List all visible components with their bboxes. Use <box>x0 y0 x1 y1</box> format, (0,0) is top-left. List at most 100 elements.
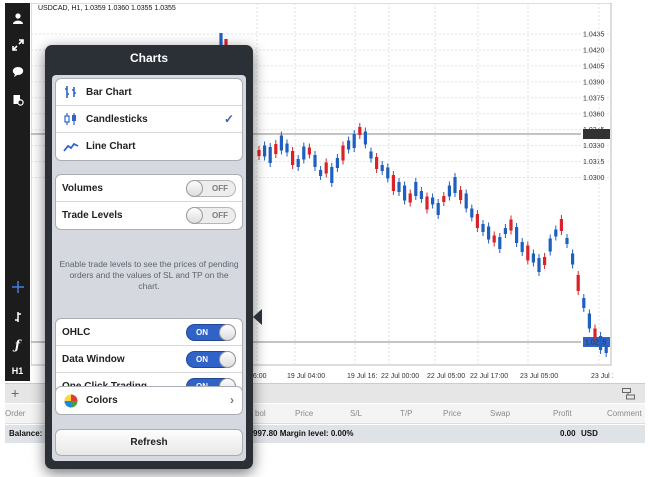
time-label: 19 Jul 16: <box>347 373 377 380</box>
function-icon[interactable]: ƒ <box>14 338 21 352</box>
column-price: Price <box>295 409 314 418</box>
toggle-knob <box>186 207 203 224</box>
candle-body <box>319 170 323 176</box>
colors-label: Colors <box>86 395 118 406</box>
time-label: 23 Jul 05:00 <box>520 373 558 380</box>
volumes-toggle[interactable]: OFF <box>186 180 236 197</box>
left-toolbar: ƒ H1 <box>5 3 30 381</box>
candle-body <box>559 219 563 231</box>
candle-body <box>268 147 272 163</box>
candle-body <box>425 196 429 210</box>
profit-total: 0.00 <box>560 429 576 438</box>
add-order-icon[interactable]: + <box>11 385 20 401</box>
candle-body <box>509 219 513 231</box>
column-comment: Comment <box>607 409 642 418</box>
candle-body <box>391 175 395 191</box>
price-scale-label: 1.0375 <box>583 95 605 102</box>
candle-body <box>380 165 384 171</box>
candle-body <box>263 145 267 157</box>
toggle-state: ON <box>196 355 208 364</box>
toggle-state: OFF <box>212 211 228 220</box>
ohlc-toggle[interactable]: ON <box>186 324 236 341</box>
bid-price-label: 1.0285 <box>585 340 607 347</box>
time-label: 22 Jul 05:00 <box>427 373 465 380</box>
price-scale-label: 1.0300 <box>583 175 605 182</box>
candle-body <box>352 134 356 148</box>
candle-body <box>274 144 278 154</box>
data-window-toggle[interactable]: ON <box>186 351 236 368</box>
candle-body <box>526 245 530 261</box>
balance-label: Balance: <box>9 429 43 438</box>
candle-body <box>565 238 569 244</box>
data-window-row: Data Window ON <box>56 346 242 373</box>
candle-body <box>302 146 306 160</box>
resize-icon[interactable] <box>5 34 30 56</box>
price-scale-label: 1.0405 <box>583 63 605 70</box>
candle-body <box>453 177 457 193</box>
colors-row[interactable]: Colors › <box>56 387 242 414</box>
candle-body <box>548 238 552 252</box>
candle-body <box>408 193 412 203</box>
candlesticks-option[interactable]: Candlesticks ✓ <box>56 106 242 133</box>
candle-body <box>341 145 345 161</box>
candle-body <box>219 33 223 45</box>
line-chart-option[interactable]: Line Chart <box>56 133 242 160</box>
crosshair-icon[interactable] <box>5 276 30 298</box>
candle-body <box>414 182 418 196</box>
candle-body <box>291 151 295 165</box>
trade-levels-row: Trade Levels OFF <box>56 202 242 229</box>
data-window-label: Data Window <box>62 353 125 365</box>
chart-type-group: Bar Chart Candlesticks ✓ Line Chart <box>55 78 243 161</box>
column-symbol: bol <box>255 409 266 418</box>
candle-body <box>279 135 283 151</box>
toggle-state: ON <box>196 328 208 337</box>
account-icon[interactable] <box>5 7 30 29</box>
time-label: 23 Jul 17:00 <box>591 373 613 380</box>
colors-group: Colors › <box>55 386 243 415</box>
price-scale-label: 1.0420 <box>583 47 605 54</box>
candle-body <box>307 147 311 155</box>
document-settings-icon[interactable] <box>5 89 30 111</box>
bar-chart-option[interactable]: Bar Chart <box>56 79 242 106</box>
trade-levels-label: Trade Levels <box>62 210 123 221</box>
price-scale-label: 1.0315 <box>583 159 605 166</box>
ohlc-row: OHLC ON <box>56 319 242 346</box>
indicator-icon[interactable] <box>5 306 30 328</box>
current-price-label: 1.0356 <box>585 132 607 139</box>
refresh-button[interactable]: Refresh <box>55 429 243 456</box>
current-price-box <box>583 129 610 139</box>
overlay-toggles-group: Volumes OFF Trade Levels OFF <box>55 174 243 230</box>
candle-body <box>531 253 535 263</box>
candle-body <box>436 203 440 215</box>
chevron-right-icon: › <box>230 393 234 407</box>
column-order: Order <box>5 409 26 418</box>
column-sl: S/L <box>350 409 363 418</box>
toggle-state: OFF <box>212 184 228 193</box>
charts-popover: Charts Bar Chart Candlesticks ✓ Line <box>45 45 253 469</box>
volumes-label: Volumes <box>62 182 103 194</box>
chart-title: USDCAD, H1, 1.0359 1.0360 1.0355 1.0355 <box>38 5 176 12</box>
candle-body <box>347 140 351 150</box>
trade-levels-toggle[interactable]: OFF <box>186 207 236 224</box>
toggle-knob <box>186 180 203 197</box>
candle-body <box>593 328 597 338</box>
candle-body <box>587 313 591 329</box>
candle-body <box>296 159 300 167</box>
chat-icon[interactable] <box>5 61 30 83</box>
candle-body <box>543 257 547 265</box>
popover-title: Charts <box>129 51 168 65</box>
candle-body <box>576 275 580 291</box>
candle-body <box>475 214 479 228</box>
layout-icon[interactable] <box>622 387 635 405</box>
candle-body <box>487 226 491 240</box>
candle-body <box>599 336 603 350</box>
price-scale-label: 1.0330 <box>583 143 605 150</box>
candle-body <box>515 227 519 243</box>
candle-body <box>470 208 474 218</box>
column-tp: T/P <box>400 409 413 418</box>
timeframe-button[interactable]: H1 <box>11 366 24 376</box>
candle-body <box>554 229 558 237</box>
column-swap: Swap <box>490 409 511 418</box>
time-label: 16:00 <box>249 373 267 380</box>
balance-summary: 997.80 Margin level: 0.00% <box>253 429 354 438</box>
